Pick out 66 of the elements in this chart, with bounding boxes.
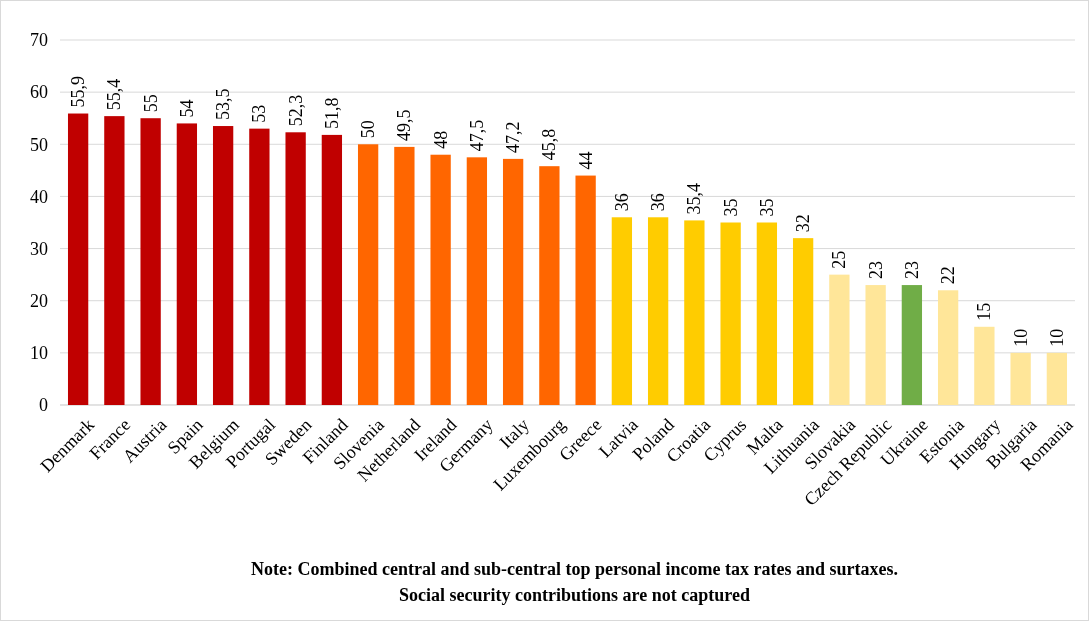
data-label: 54 (176, 99, 197, 118)
bar (720, 222, 741, 405)
bar (1046, 352, 1068, 405)
data-label: 35 (756, 198, 777, 217)
y-tick-label: 20 (30, 291, 48, 312)
y-tick-label: 50 (30, 134, 48, 155)
data-label: 53,5 (213, 88, 234, 121)
y-tick-label: 30 (30, 238, 48, 259)
bar (901, 285, 923, 405)
data-label: 55,4 (104, 78, 125, 111)
data-label: 10 (1010, 328, 1031, 347)
bar (756, 222, 778, 405)
y-tick-label: 60 (30, 82, 48, 103)
bar (829, 274, 850, 405)
data-label: 47,2 (503, 121, 524, 153)
data-label: 45,8 (539, 128, 560, 161)
data-label: 35,4 (684, 182, 705, 215)
data-label: 10 (1046, 328, 1067, 347)
text: Social security contributions are not captured (399, 585, 750, 605)
y-tick-label: 40 (30, 186, 48, 207)
bar (285, 132, 306, 405)
data-label: 48 (430, 130, 451, 149)
bar (104, 116, 125, 405)
bar (502, 158, 524, 405)
bar (249, 128, 270, 405)
data-label: 23 (865, 261, 886, 280)
bar (176, 123, 198, 405)
data-label: 44 (575, 151, 596, 170)
bar (792, 238, 814, 405)
data-label: 55,9 (68, 76, 89, 108)
y-tick-label: 70 (30, 30, 48, 51)
data-label: 35 (720, 198, 741, 217)
bar (212, 126, 234, 405)
bar (67, 113, 89, 405)
bar (865, 285, 886, 405)
data-label: 47,5 (466, 119, 487, 152)
data-label: 49,5 (394, 109, 415, 141)
data-label: 52,3 (285, 94, 306, 127)
data-label: 25 (829, 250, 850, 269)
bar (1010, 352, 1031, 405)
bar (394, 146, 415, 405)
bar (466, 157, 488, 405)
data-label: 50 (358, 120, 379, 139)
data-label: 15 (974, 302, 995, 321)
bar (575, 175, 596, 405)
bar (539, 166, 560, 405)
bar (684, 220, 705, 405)
bar (647, 217, 669, 405)
bar (357, 144, 379, 405)
bar (140, 118, 161, 405)
data-label: 36 (611, 193, 632, 212)
text: Note: Combined central and sub-central top personal income tax rates and surtaxes. (251, 559, 898, 579)
data-label: 55 (140, 94, 161, 113)
bar (430, 154, 451, 405)
data-label: 22 (938, 266, 959, 285)
bar (974, 326, 995, 405)
data-label: 53 (249, 104, 270, 123)
data-label: 51,8 (321, 97, 342, 129)
data-label: 23 (901, 261, 922, 280)
y-tick-label: 0 (39, 395, 48, 416)
bar (611, 217, 633, 405)
data-label: 36 (648, 193, 669, 212)
y-tick-label: 10 (30, 343, 48, 364)
bar (321, 134, 343, 405)
bar (937, 290, 959, 405)
data-label: 32 (793, 214, 814, 233)
